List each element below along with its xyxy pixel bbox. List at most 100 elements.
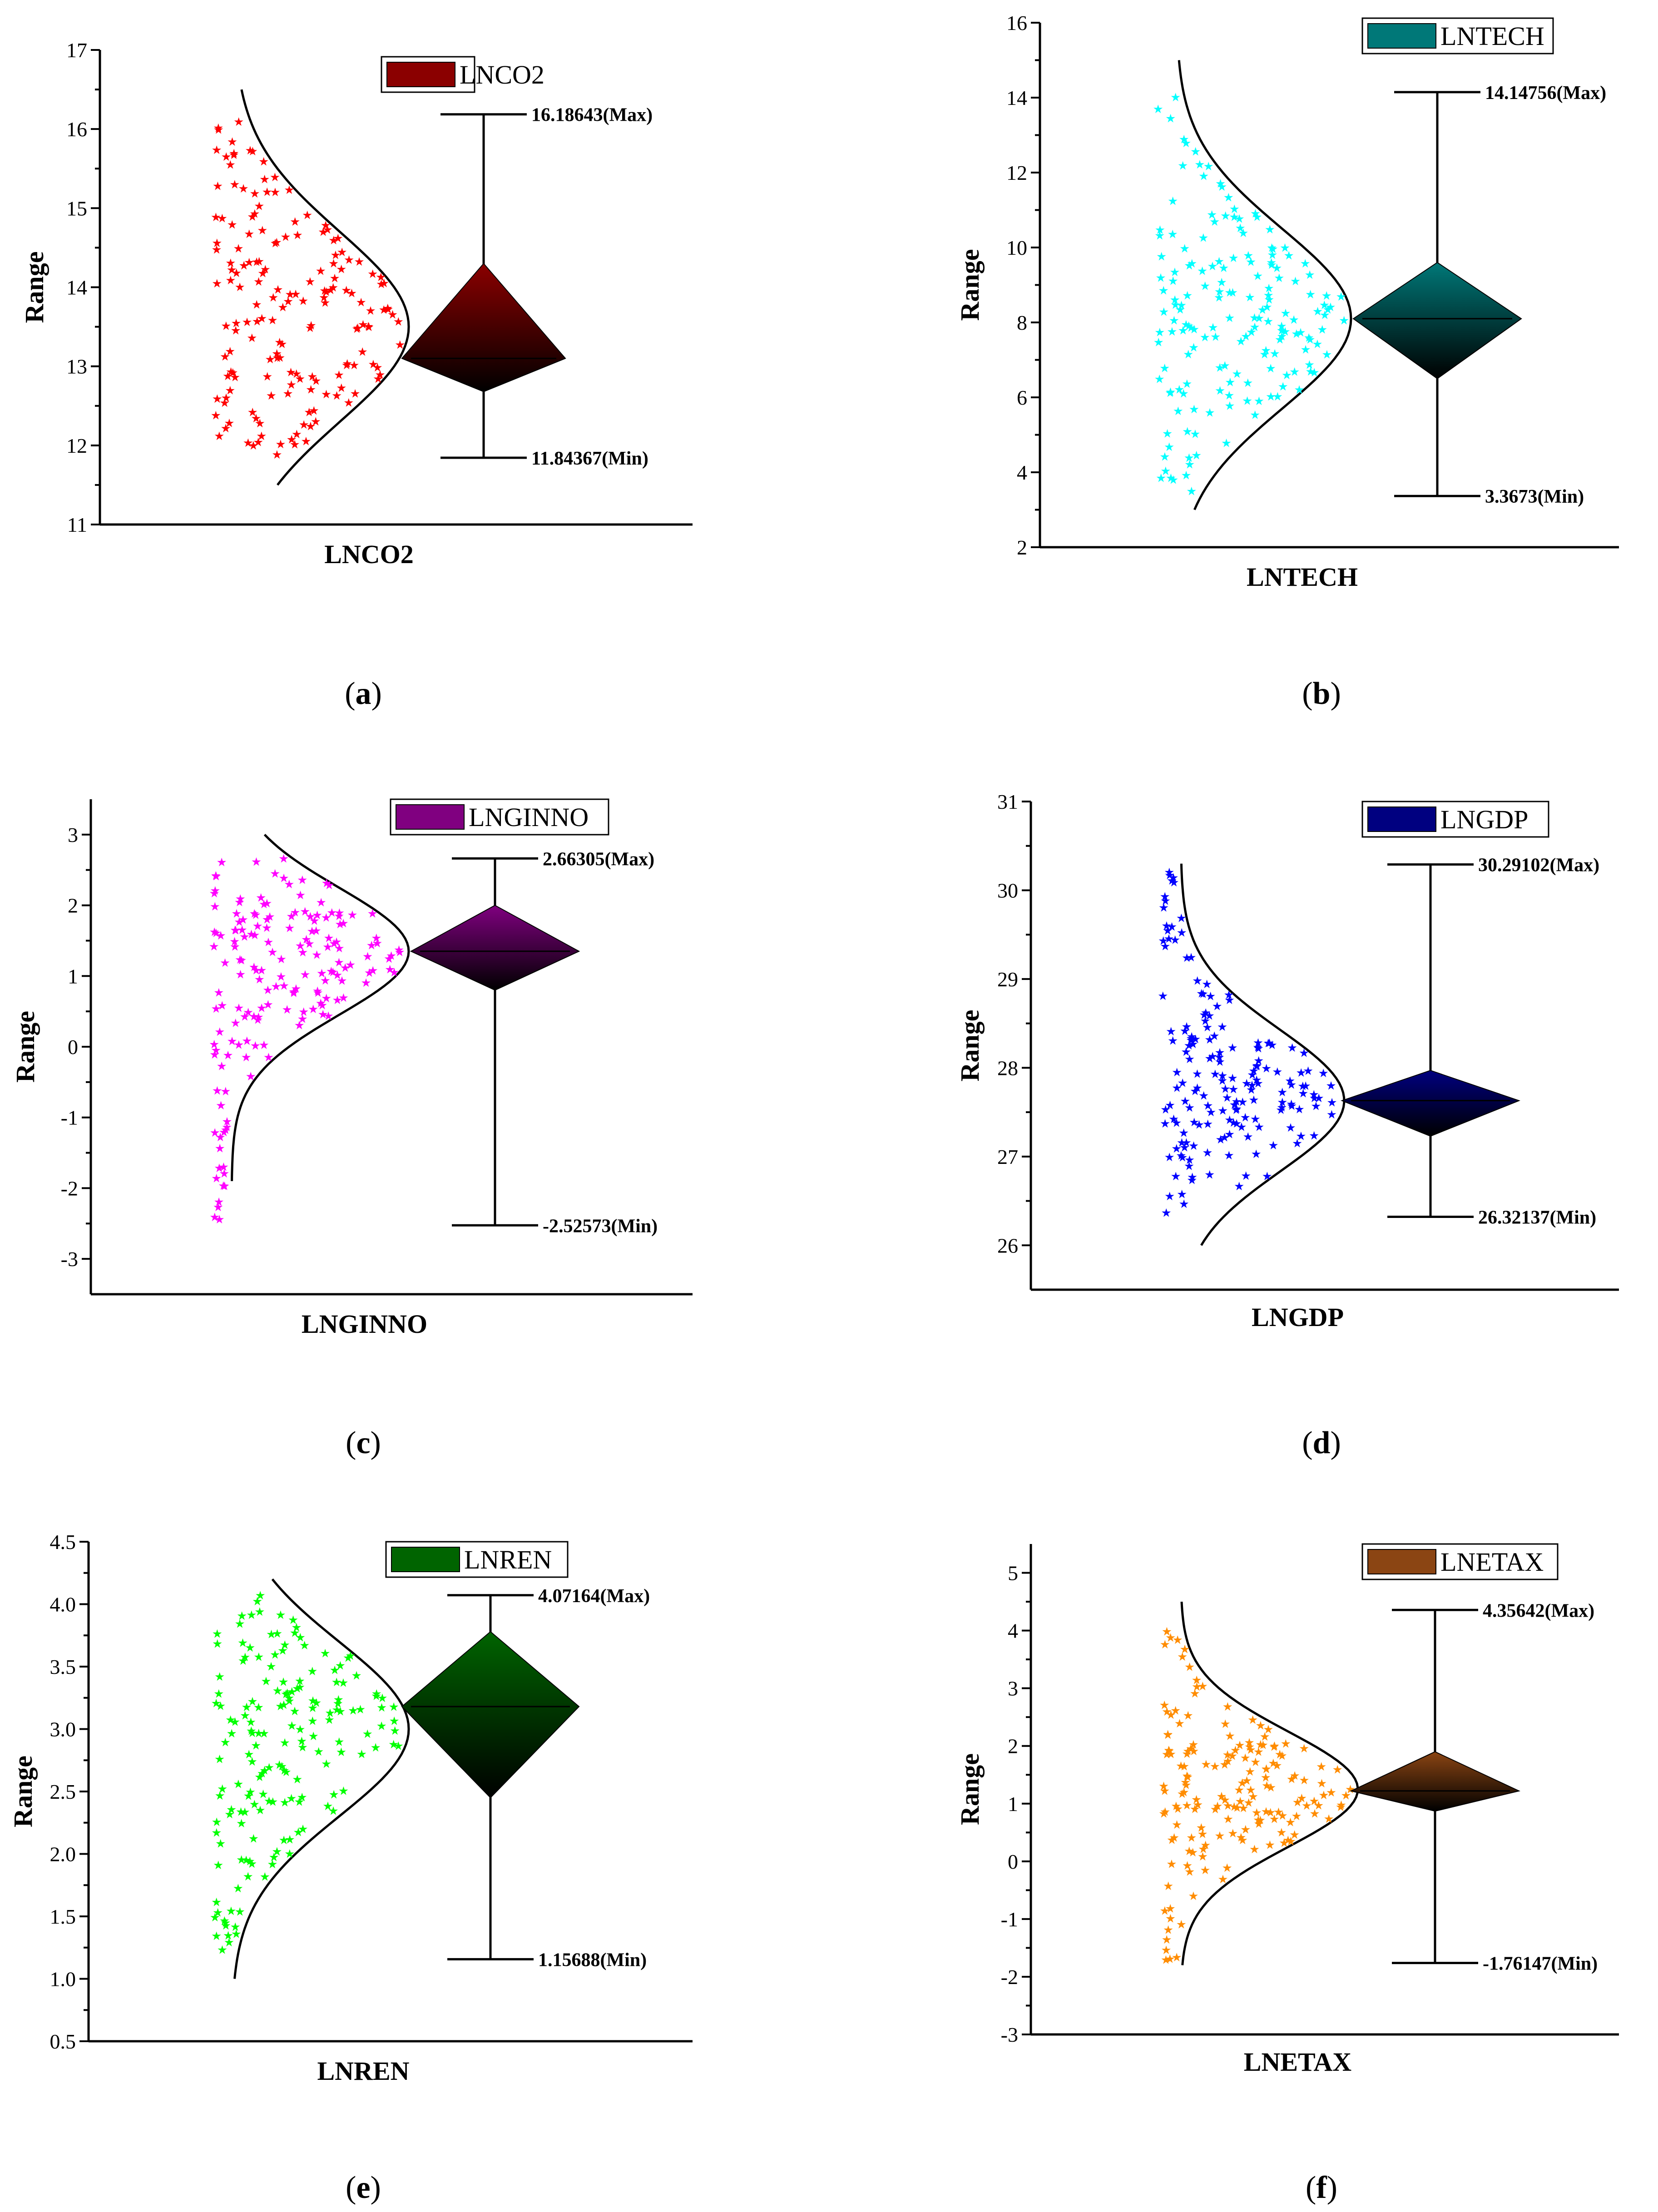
data-point: ★ [1176,1760,1186,1773]
data-point: ★ [209,1211,220,1224]
data-point: ★ [356,296,366,310]
data-point: ★ [217,1782,228,1796]
data-point: ★ [264,1795,274,1808]
data-point: ★ [1229,1099,1240,1112]
data-point: ★ [373,372,383,386]
data-point: ★ [1202,1021,1213,1034]
data-point: ★ [1222,1755,1233,1768]
data-point: ★ [1183,319,1194,333]
data-point: ★ [1160,940,1170,953]
y-tick-label: 17 [66,39,87,62]
legend-swatch [1367,23,1436,49]
data-point: ★ [288,985,299,999]
data-point: ★ [1200,279,1210,293]
data-point: ★ [235,953,245,967]
data-point: ★ [1215,177,1226,191]
data-point: ★ [295,1723,305,1737]
data-point: ★ [305,322,315,335]
y-tick-label: 10 [1006,236,1027,259]
data-point: ★ [244,228,254,241]
data-point: ★ [1285,1121,1296,1135]
y-tick-label: 0 [68,1035,78,1059]
data-point: ★ [1170,1704,1181,1717]
min-annotation: -2.52573(Min) [543,1216,658,1237]
data-point: ★ [1245,291,1255,305]
data-point: ★ [230,1716,240,1729]
data-point: ★ [257,224,267,238]
data-point: ★ [253,275,264,289]
data-point: ★ [1289,365,1300,379]
data-point: ★ [1309,1795,1319,1808]
data-point: ★ [218,1179,228,1193]
data-point: ★ [231,907,242,921]
data-point: ★ [238,259,249,273]
data-point: ★ [277,301,288,314]
data-point: ★ [274,336,285,350]
y-tick-label: 2 [1008,1735,1018,1758]
data-point: ★ [211,409,221,422]
legend-swatch [1367,807,1436,832]
data-point: ★ [234,915,244,929]
data-point: ★ [1158,901,1169,915]
caption-close-paren: ) [1330,1425,1341,1460]
data-point: ★ [1192,975,1203,988]
data-point: ★ [1345,1783,1356,1796]
data-point: ★ [388,1701,399,1714]
data-point: ★ [1312,337,1322,351]
data-point: ★ [238,182,248,196]
data-point: ★ [1291,327,1302,341]
min-annotation: 1.15688(Min) [538,1950,647,1970]
data-point: ★ [278,1676,288,1689]
data-point: ★ [322,223,332,237]
data-point: ★ [233,1882,243,1895]
data-point: ★ [1214,1046,1225,1059]
data-point: ★ [259,1727,269,1741]
data-point: ★ [319,284,330,298]
data-point: ★ [1172,1818,1182,1832]
y-tick-label: 1.0 [50,1968,76,1991]
data-point: ★ [1232,367,1242,381]
data-point: ★ [1184,1661,1195,1674]
data-point: ★ [221,319,231,333]
data-point: ★ [1267,242,1278,256]
data-point: ★ [327,906,337,920]
data-point: ★ [338,991,349,1005]
data-point: ★ [1241,330,1251,343]
data-point: ★ [1287,1099,1297,1113]
data-point: ★ [1250,1113,1261,1126]
data-point: ★ [259,1764,270,1777]
data-point: ★ [293,1826,303,1840]
data-point: ★ [245,144,255,158]
data-point: ★ [1295,326,1306,340]
caption-open-paren: ( [1302,1425,1312,1460]
data-point: ★ [1208,321,1218,335]
data-point: ★ [334,910,344,923]
data-point: ★ [390,1724,400,1738]
data-point: ★ [1309,366,1320,380]
data-point: ★ [330,249,341,262]
data-point: ★ [305,910,316,924]
data-point: ★ [1189,1687,1200,1701]
data-point: ★ [1235,222,1246,235]
data-point: ★ [1186,322,1196,335]
data-point: ★ [324,879,334,892]
x-axis-label: LNGDP [1252,1302,1344,1332]
data-point: ★ [1269,347,1280,361]
box-diamond [401,1631,580,1799]
data-point: ★ [1154,372,1164,386]
data-point: ★ [256,964,267,978]
y-tick-label: 14 [66,276,87,299]
data-point: ★ [1252,1806,1262,1820]
data-point: ★ [1294,383,1304,397]
data-point: ★ [245,1070,256,1084]
data-point: ★ [1198,1089,1209,1103]
data-point: ★ [1214,291,1224,305]
data-point: ★ [297,874,307,887]
data-point: ★ [1261,344,1271,358]
data-point: ★ [246,1608,257,1622]
data-point: ★ [1277,1096,1287,1109]
data-point: ★ [1278,380,1288,394]
data-point: ★ [1172,1066,1182,1079]
data-point: ★ [243,1790,254,1803]
data-point: ★ [1217,1074,1227,1088]
